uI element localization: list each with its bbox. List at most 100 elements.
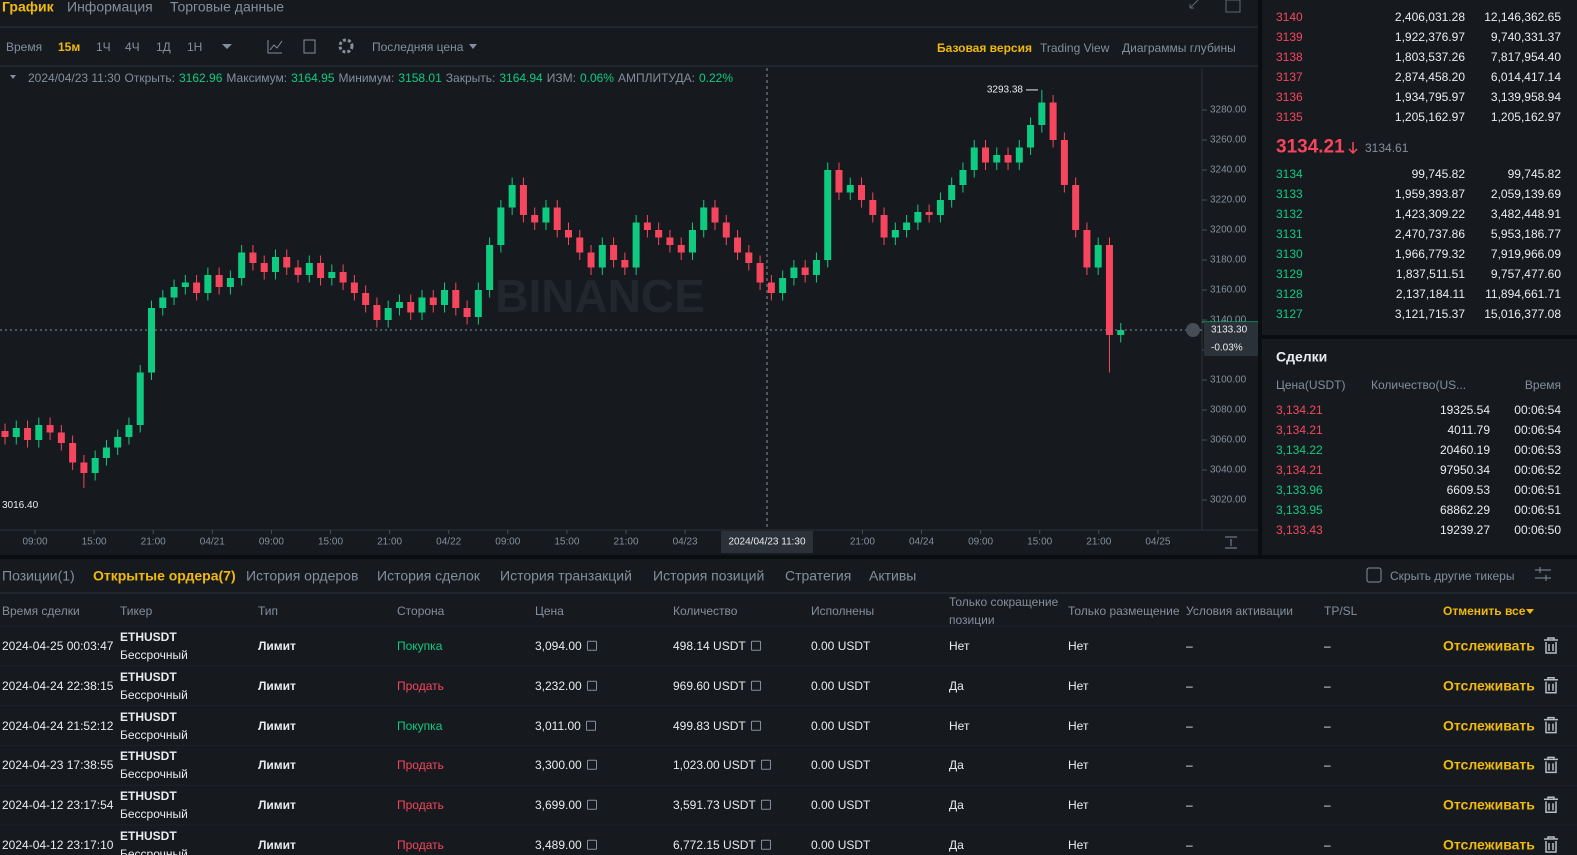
interval[interactable]: 15м	[58, 39, 81, 54]
dropdown-icon[interactable]	[222, 44, 232, 49]
x-tick-label: 09:00	[495, 537, 520, 548]
orders-tab[interactable]: История позиций	[653, 567, 765, 584]
view-tab[interactable]: Trading View	[1040, 40, 1110, 55]
candle-body	[531, 215, 539, 223]
bid-amount: 3,121,715.37	[1394, 306, 1465, 321]
delete-icon[interactable]	[1544, 796, 1558, 813]
order-time: 2024-04-25 00:03:47	[2, 638, 114, 653]
candle-body	[1038, 102, 1046, 125]
filter-icon[interactable]	[1535, 567, 1551, 581]
orders-tab[interactable]: Открытые ордера(7)	[93, 567, 236, 584]
edit-icon[interactable]	[760, 760, 771, 771]
x-tick-label: 21:00	[377, 537, 402, 548]
y-tick-label: 3280.00	[1210, 105, 1247, 116]
order-post: Нет	[1068, 678, 1089, 693]
edit-icon[interactable]	[760, 799, 771, 810]
checkbox-label[interactable]: Скрыть другие тикеры	[1390, 568, 1515, 583]
ask-amount: 1,934,795.97	[1394, 89, 1465, 104]
edit-icon[interactable]	[586, 760, 597, 771]
order-time: 2024-04-24 21:52:12	[2, 718, 114, 733]
interval[interactable]: 1Д	[156, 39, 171, 54]
trade-price: 3,134.21	[1276, 402, 1323, 417]
delete-icon[interactable]	[1544, 637, 1558, 654]
trade-time: 00:06:53	[1514, 442, 1561, 457]
candle-body	[835, 170, 843, 193]
delete-icon[interactable]	[1544, 677, 1558, 694]
interval[interactable]: 4Ч	[125, 39, 140, 54]
order-qty: 6,772.15 USDT	[673, 838, 771, 852]
bid-amount: 1,966,779.32	[1394, 246, 1465, 261]
candle-body	[869, 200, 877, 215]
edit-icon[interactable]	[750, 640, 761, 651]
orders-tab[interactable]: История сделок	[377, 567, 480, 584]
x-tick-label: 04/21	[200, 537, 225, 548]
delete-icon[interactable]	[1544, 716, 1558, 734]
ask-total: 9,740,331.37	[1490, 29, 1561, 44]
candle-body	[193, 282, 201, 293]
candle-body	[846, 185, 854, 193]
edit-icon[interactable]	[586, 680, 597, 691]
edit-icon[interactable]	[586, 839, 597, 850]
x-tick-label: 21:00	[850, 537, 875, 548]
ask-amount: 1,922,376.97	[1394, 29, 1465, 44]
orders-tab[interactable]: Стратегия	[785, 567, 852, 584]
candle-body	[812, 260, 820, 275]
trade-qty: 19325.54	[1439, 402, 1490, 417]
track-button[interactable]: Отслеживать	[1443, 756, 1535, 773]
cancel-all[interactable]: Отменить все	[1443, 603, 1526, 618]
interval[interactable]: 1Ч	[96, 39, 111, 54]
mark-price: 3134.61	[1365, 140, 1409, 155]
track-button[interactable]: Отслеживать	[1443, 717, 1535, 734]
edit-icon[interactable]	[750, 720, 761, 731]
candle-body	[610, 245, 618, 260]
track-button[interactable]: Отслеживать	[1443, 637, 1535, 654]
order-side: Продать	[397, 837, 444, 852]
order-qty: 969.60 USDT	[673, 679, 761, 693]
candle-body	[441, 290, 449, 305]
trade-price: 3,134.21	[1276, 462, 1323, 477]
column-header: Время сделки	[2, 603, 80, 618]
orders-tab[interactable]: Позиции(1)	[2, 567, 75, 584]
order-filled: 0.00 USDT	[811, 797, 871, 812]
order-price: 3,011.00	[535, 718, 596, 732]
top-tab[interactable]: График	[2, 0, 54, 15]
edit-icon[interactable]	[586, 640, 597, 651]
interval[interactable]: 1Н	[187, 39, 203, 54]
top-tab[interactable]: Торговые данные	[170, 0, 285, 15]
candle-body	[452, 290, 460, 308]
indicator-icon[interactable]	[267, 40, 283, 54]
settings-icon[interactable]	[338, 38, 354, 54]
template-icon[interactable]	[303, 39, 316, 54]
track-button[interactable]: Отслеживать	[1443, 677, 1535, 694]
edit-icon[interactable]	[586, 799, 597, 810]
order-type: Лимит	[258, 678, 296, 693]
orders-tab[interactable]: Активы	[869, 567, 917, 584]
bid-price: 3128	[1276, 286, 1303, 301]
orders-tab[interactable]: История транзакций	[500, 567, 632, 584]
delete-icon[interactable]	[1544, 756, 1558, 774]
expand-icon[interactable]	[1189, 0, 1199, 9]
collapse-icon[interactable]	[10, 75, 16, 79]
track-button[interactable]: Отслеживать	[1443, 796, 1535, 813]
top-tab[interactable]: Информация	[67, 0, 153, 15]
delete-icon[interactable]	[1544, 836, 1558, 853]
layout-icon[interactable]	[1225, 0, 1241, 13]
price-type[interactable]: Последняя цена	[372, 39, 464, 54]
candle-body	[598, 245, 606, 268]
edit-icon[interactable]	[750, 680, 761, 691]
orders-tab[interactable]: История ордеров	[246, 567, 359, 584]
order-filled: 0.00 USDT	[811, 678, 871, 693]
axis-icon[interactable]	[1225, 536, 1237, 549]
edit-icon[interactable]	[585, 720, 596, 731]
ohlc-text: 0.22%	[698, 70, 734, 85]
view-tab[interactable]: Базовая версия	[937, 40, 1032, 55]
y-tick-label: 3180.00	[1210, 255, 1247, 266]
checkbox[interactable]	[1366, 567, 1382, 583]
candle-body	[215, 275, 223, 287]
crosshair-label-box	[721, 531, 813, 553]
y-tick-label: 3080.00	[1210, 405, 1247, 416]
edit-icon[interactable]	[760, 839, 771, 850]
track-button[interactable]: Отслеживать	[1443, 836, 1535, 853]
order-side: Продать	[397, 678, 444, 693]
view-tab[interactable]: Диаграммы глубины	[1122, 40, 1236, 55]
